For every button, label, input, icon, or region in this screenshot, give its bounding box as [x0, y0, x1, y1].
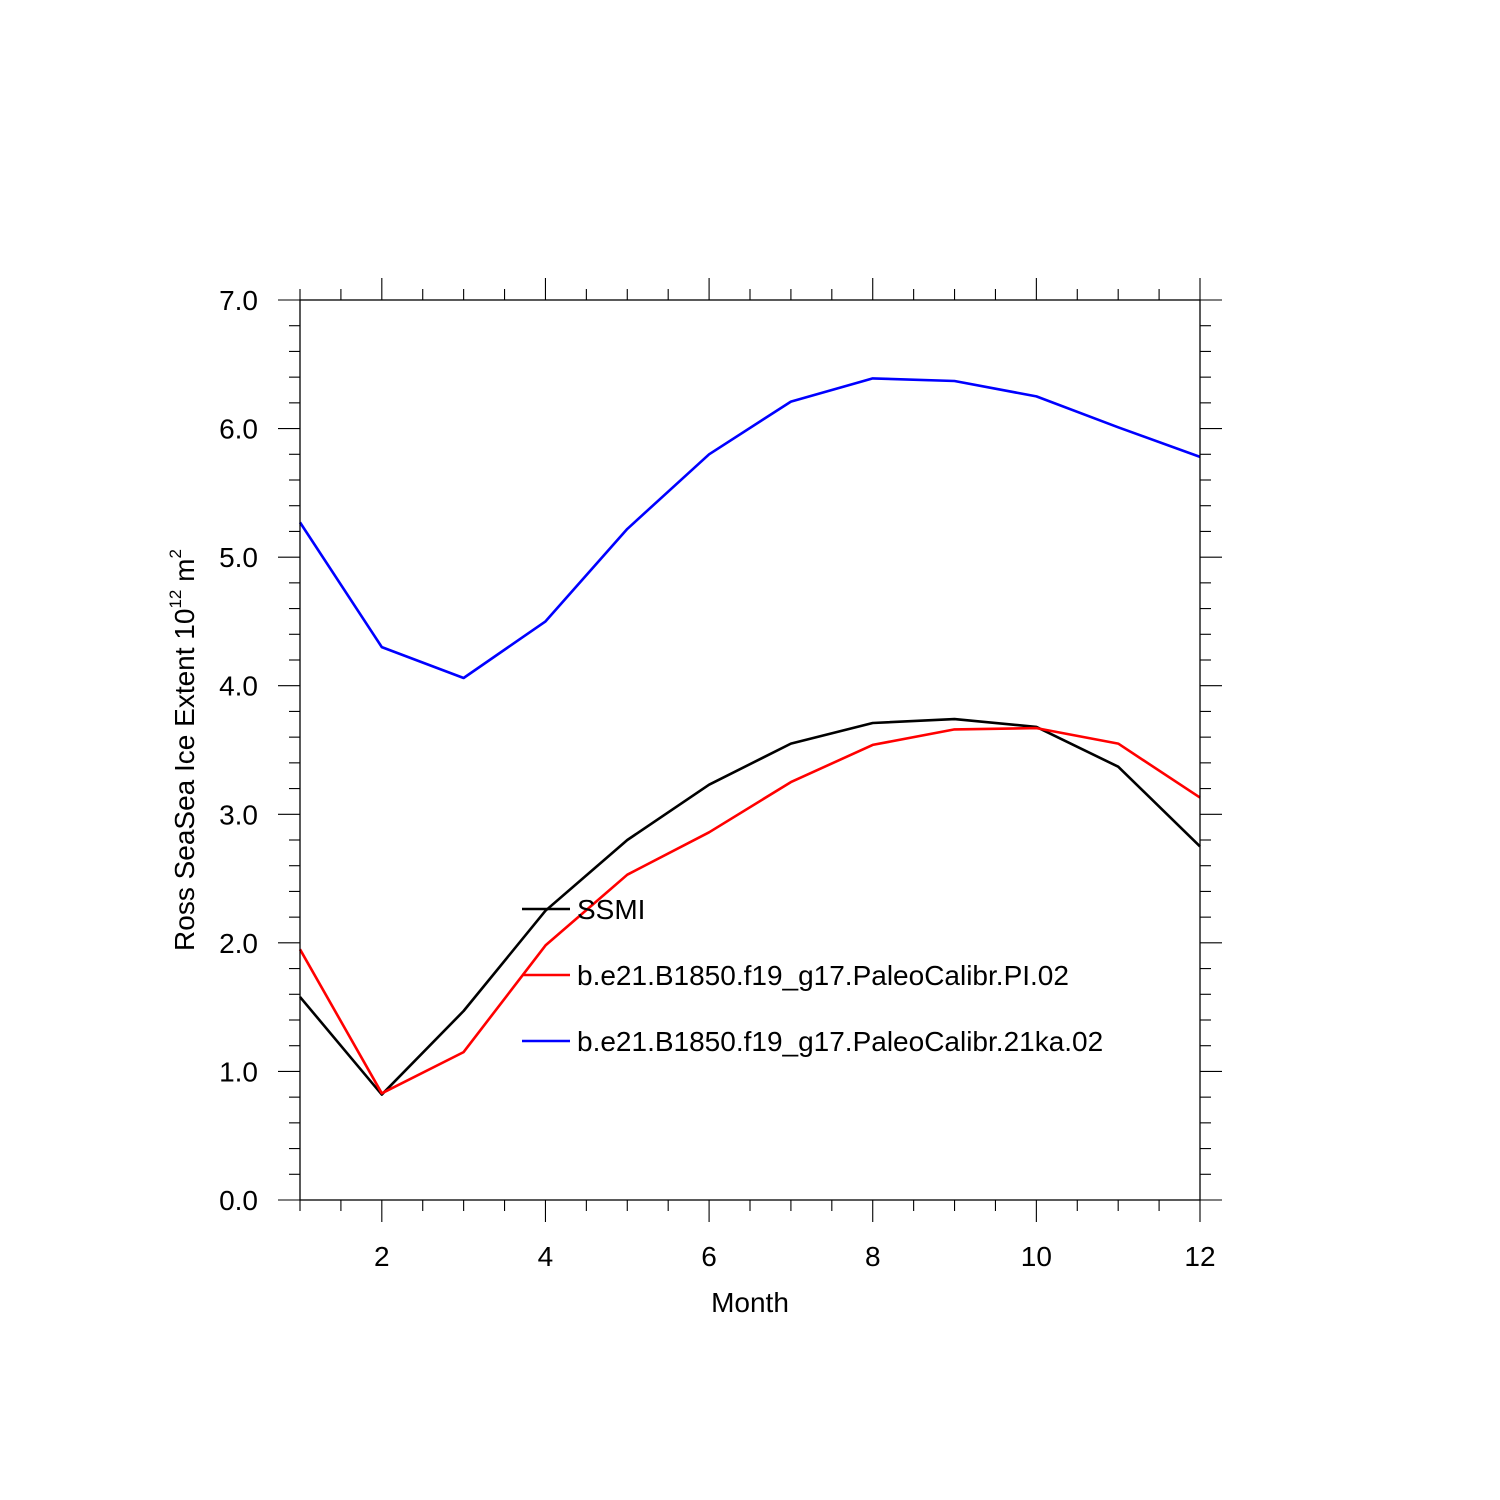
x-tick-label: 4	[538, 1241, 554, 1272]
y-tick-label: 0.0	[219, 1185, 258, 1216]
y-axis-label-unit: m	[169, 559, 200, 590]
series-layer	[298, 377, 1201, 1096]
x-tick-label: 12	[1184, 1241, 1215, 1272]
legend: SSMI b.e21.B1850.f19_g17.PaleoCalibr.PI.0…	[522, 894, 1103, 1057]
y-tick-label: 5.0	[219, 542, 258, 573]
y-tick-label: 7.0	[219, 285, 258, 316]
y-axis-label: Ross SeaSea Ice Extent 1012 m2	[166, 549, 200, 951]
series-line-3	[298, 377, 1201, 680]
y-tick-label: 1.0	[219, 1056, 258, 1087]
y-axis-label-exponent: 12	[166, 590, 185, 609]
x-axis-label: Month	[711, 1287, 789, 1318]
series-line-1	[299, 717, 1201, 1096]
plot-frame	[299, 299, 1201, 1201]
y-axis-label-main: Ross SeaSea Ice Extent 10	[169, 609, 200, 951]
y-tick-label: 2.0	[219, 928, 258, 959]
y-tick-label: 4.0	[219, 671, 258, 702]
y-tick-label: 6.0	[219, 414, 258, 445]
y-axis-label-unit-exponent: 2	[166, 549, 185, 558]
ticks-layer	[278, 278, 1222, 1222]
y-tick-labels: 0.0 1.0 2.0 3.0 4.0 5.0 6.0 7.0	[219, 285, 258, 1216]
x-tick-label: 10	[1021, 1241, 1052, 1272]
series-line-2	[298, 726, 1201, 1095]
legend-label-2: b.e21.B1850.f19_g17.PaleoCalibr.PI.02	[577, 960, 1069, 991]
x-tick-labels: 2 4 6 8 10 12	[374, 1241, 1216, 1272]
legend-label-3: b.e21.B1850.f19_g17.PaleoCalibr.21ka.02	[577, 1026, 1103, 1057]
x-tick-label: 8	[865, 1241, 881, 1272]
legend-label-1: SSMI	[577, 894, 645, 925]
x-tick-label: 2	[374, 1241, 390, 1272]
y-tick-label: 3.0	[219, 799, 258, 830]
x-tick-label: 6	[701, 1241, 717, 1272]
